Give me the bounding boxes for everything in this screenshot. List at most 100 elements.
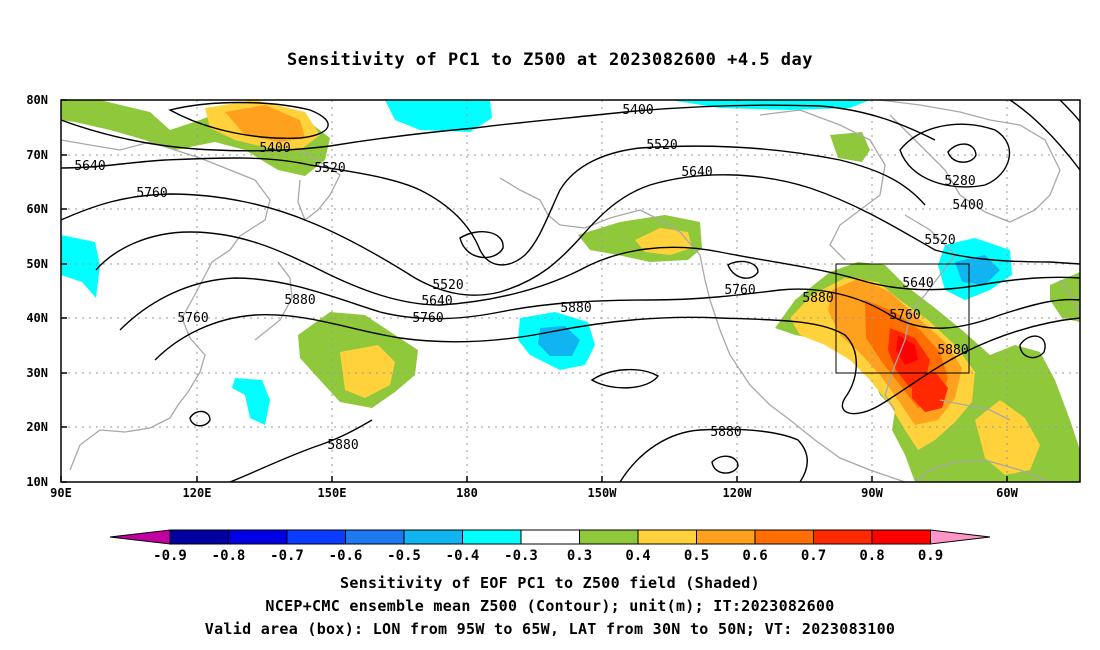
contour-line (711, 455, 739, 474)
colorbar-label: -0.8 (212, 548, 246, 564)
contour-label: 5640 (902, 276, 933, 291)
shaded-sensitivity (61, 100, 1080, 482)
colorbar-swatch (228, 529, 288, 545)
contour-label: 5880 (710, 425, 741, 440)
contour-label: 5880 (937, 343, 968, 358)
contour-label: 5400 (259, 141, 290, 156)
contour-label: 5880 (560, 301, 591, 316)
contour-label: 5760 (177, 311, 208, 326)
colorbar: -0.9 -0.8 -0.7 -0.6 -0.5 -0.4 -0.3 0.3 0.4 0.5 0.6… (109, 529, 991, 564)
contour-line (619, 428, 808, 482)
lon-label: 180 (456, 486, 478, 500)
contour-label: 5760 (136, 186, 167, 201)
contour-line (590, 368, 660, 389)
lat-label: 20N (26, 420, 48, 434)
contour-label: 5520 (646, 138, 677, 153)
shade-neg-e (538, 326, 580, 356)
shade-pos-q (912, 372, 948, 412)
colorbar-swatch (637, 529, 697, 545)
colorbar-label: -0.3 (504, 548, 538, 564)
colorbar-label: 0.6 (742, 548, 767, 564)
lon-label: 120W (723, 486, 753, 500)
contour-line (229, 419, 373, 482)
colorbar-max-tip (930, 529, 991, 545)
lon-label: 120E (183, 486, 212, 500)
caption-line-2: NCEP+CMC ensemble mean Z500 (Contour); u… (265, 597, 835, 615)
shade-neg-f (232, 378, 270, 425)
colorbar-label: -0.9 (153, 548, 187, 564)
colorbar-swatch (754, 529, 814, 545)
valid-area-box (835, 263, 970, 374)
contour-label: 5760 (889, 308, 920, 323)
contour-line (154, 313, 1080, 415)
colorbar-swatch (462, 529, 522, 545)
contour-label: 5280 (944, 174, 975, 189)
contour-label: 5640 (74, 159, 105, 174)
colorbar-swatch (696, 529, 756, 545)
shade-pos-h (340, 345, 395, 398)
contour-label: 5760 (724, 283, 755, 298)
colorbar-label: 0.5 (684, 548, 709, 564)
contour-label: 5880 (327, 438, 358, 453)
shade-pos-e (1050, 272, 1080, 322)
colorbar-label: 0.8 (859, 548, 884, 564)
contour-line (1059, 100, 1080, 123)
contour-label: 5880 (802, 291, 833, 306)
contour-line (459, 231, 504, 259)
lat-label: 50N (26, 257, 48, 271)
lon-label: 150W (588, 486, 618, 500)
contour-line (95, 231, 1080, 306)
longitude-axis: 90E 120E 150E 180 150W 120W 90W 60W (50, 476, 1019, 500)
contour-line (168, 101, 329, 139)
colorbar-swatch (345, 529, 405, 545)
contour-label: 5400 (952, 198, 983, 213)
colorbar-min-tip (109, 529, 171, 545)
lon-label: 90E (50, 486, 72, 500)
contour-line (61, 174, 1080, 296)
colorbar-label: 0.9 (918, 548, 943, 564)
contour-label: 5520 (924, 233, 955, 248)
colorbar-label: -0.7 (270, 548, 304, 564)
coast-na-west (679, 231, 906, 482)
shade-pos-l (225, 105, 305, 142)
lon-label: 60W (996, 486, 1018, 500)
coast-sa (914, 459, 1051, 482)
contour-label: 5520 (432, 278, 463, 293)
colorbar-label: -0.6 (329, 548, 363, 564)
colorbar-swatch (169, 529, 229, 545)
lon-label: 150E (318, 486, 347, 500)
coast-japan (254, 261, 293, 341)
lat-label: 30N (26, 366, 48, 380)
coast-caribbean (939, 399, 1011, 421)
z500-contours (61, 100, 1080, 482)
lon-label: 90W (861, 486, 883, 500)
contour-label: 5400 (622, 103, 653, 118)
colorbar-swatch (871, 529, 931, 545)
contour-line (61, 145, 926, 266)
coastlines (61, 100, 1080, 482)
contour-line (1019, 335, 1046, 359)
colorbar-label: 0.4 (625, 548, 650, 564)
colorbar-label: 0.3 (567, 548, 592, 564)
coast-asia (61, 139, 271, 471)
contour-line (727, 260, 759, 279)
contour-label: 5760 (412, 311, 443, 326)
coast-greenland (879, 100, 1061, 223)
colorbar-label: 0.7 (801, 548, 826, 564)
lat-label: 70N (26, 148, 48, 162)
coast-kamchatka (297, 149, 341, 222)
shade-neg-h (955, 255, 1000, 285)
lat-label: 80N (26, 93, 48, 107)
contour-line (899, 123, 1011, 188)
shade-pos-p (896, 335, 918, 365)
lat-label: 10N (26, 475, 48, 489)
lat-label: 60N (26, 202, 48, 216)
coast-alaska (499, 177, 681, 233)
caption-line-3: Valid area (box): LON from 95W to 65W, L… (204, 620, 896, 638)
coast-na-east (884, 214, 956, 411)
contour-label: 5880 (284, 293, 315, 308)
colorbar-swatch (520, 529, 580, 545)
colorbar-swatch (403, 529, 463, 545)
latitude-axis: 80N 70N 60N 50N 40N 30N 20N 10N (26, 93, 67, 489)
